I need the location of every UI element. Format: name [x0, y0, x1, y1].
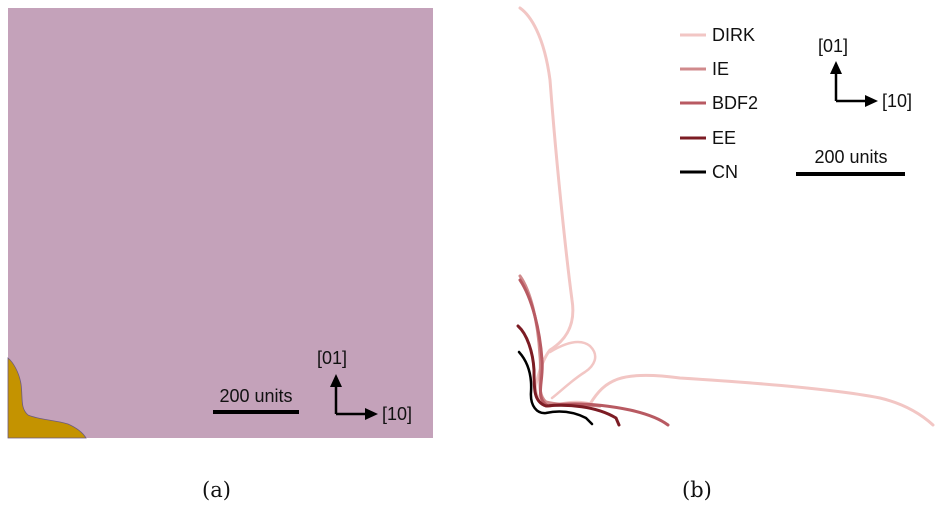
curve-dirk-loop: [548, 340, 597, 400]
axis-right-arrow-icon-b: [865, 95, 878, 107]
precipitate-particle: [7, 357, 87, 439]
axis-right-arrow-icon: [365, 408, 378, 420]
scale-bar-label-b: 200 units: [814, 147, 887, 167]
matrix-domain: [8, 8, 433, 438]
legend-label-dirk: DIRK: [712, 25, 755, 45]
legend: DIRK IE BDF2 EE CN: [680, 25, 758, 182]
curve-cn: [517, 350, 594, 426]
panel-b-canvas: DIRK IE BDF2 EE CN [01] [10] 200 units: [516, 6, 935, 427]
axis-right-label: [10]: [382, 404, 412, 424]
axis-up-label: [01]: [317, 348, 347, 368]
axis-up-label-b: [01]: [818, 36, 848, 56]
panel-b: DIRK IE BDF2 EE CN [01] [10] 200 units (…: [470, 0, 937, 506]
scale-bar-label: 200 units: [219, 386, 292, 406]
caption-b: (b): [682, 478, 712, 502]
panel-a-canvas: 200 units [01] [10]: [7, 8, 433, 439]
axis-right-label-b: [10]: [882, 91, 912, 111]
legend-label-bdf2: BDF2: [712, 93, 758, 113]
legend-label-ee: EE: [712, 128, 736, 148]
curve-dirk: [518, 6, 935, 427]
axis-up-arrow-icon: [330, 374, 342, 387]
curve-ee: [516, 324, 621, 427]
caption-a: (a): [202, 478, 231, 502]
panel-a: 200 units [01] [10] (a): [7, 8, 433, 502]
legend-label-cn: CN: [712, 162, 738, 182]
axis-up-arrow-icon-b: [830, 61, 842, 74]
legend-label-ie: IE: [712, 59, 729, 79]
